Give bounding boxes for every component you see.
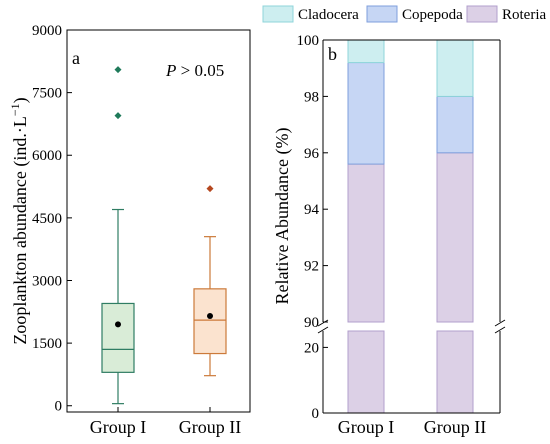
panel-a-plot-frame: [66, 29, 251, 413]
mean-marker: [115, 321, 121, 328]
p-value-annotation: P > 0.05: [165, 61, 224, 80]
panel-b-x-axis: Group I Group II: [338, 417, 486, 437]
axis-break-mark: [317, 326, 329, 334]
x-tick-label: Group I: [90, 417, 147, 437]
y-tick-label: 9000: [32, 23, 62, 39]
outlier-point: [114, 66, 122, 74]
x-tick-label: Group II: [424, 417, 486, 437]
y-tick-label: 100: [297, 33, 320, 49]
legend-swatch: [262, 5, 294, 23]
y-tick-label: 94: [304, 202, 320, 218]
bar-segment: [436, 39, 474, 97]
legend-label: Roteria: [502, 7, 546, 23]
panel-b-y-axis-title: Relative Abundance (%): [272, 128, 293, 305]
y-title-superscript: −1: [8, 103, 22, 116]
outlier-point: [114, 112, 122, 120]
y-title-main: Zooplankton abundance (ind.·L: [10, 116, 31, 344]
y-tick-label: 98: [304, 89, 319, 105]
y-tick-label: 90: [304, 315, 319, 331]
outlier-point: [206, 185, 214, 193]
x-tick-label: Group II: [179, 417, 241, 437]
bar-segment: [436, 330, 474, 414]
legend-swatch: [366, 5, 398, 23]
p-comparison: > 0.05: [176, 61, 224, 80]
axis-break-mark: [317, 319, 329, 327]
y-tick-label: 1500: [32, 336, 62, 352]
y-tick-label: 20: [304, 340, 319, 356]
y-tick-label: 92: [304, 259, 319, 275]
panel-b-legend: Cladocera Copepoda Roteria: [262, 5, 546, 23]
panel-a-boxes: [101, 66, 227, 405]
panel-a-x-axis: Group I Group II: [90, 407, 241, 437]
bar-segment: [347, 163, 385, 323]
mean-marker: [207, 312, 213, 319]
axis-break-mark: [494, 319, 506, 327]
box-iqr: [101, 302, 135, 373]
y-tick-label: 0: [55, 399, 63, 415]
box-iqr: [193, 288, 227, 355]
y-tick-label: 4500: [32, 211, 62, 227]
panel-a-y-axis: 0 1500 3000 4500 6000 7500 9000: [32, 23, 72, 415]
bar-segment: [347, 330, 385, 414]
panel-a-label: a: [72, 48, 80, 68]
legend-swatch: [466, 5, 498, 23]
panel-b-bars: [347, 39, 474, 414]
legend-label: Cladocera: [298, 7, 359, 23]
bar-segment: [436, 152, 474, 323]
panel-a-y-axis-title: Zooplankton abundance (ind.·L−1): [8, 97, 31, 344]
x-tick-label: Group I: [338, 417, 395, 437]
y-title-end: ): [10, 97, 31, 103]
bar-segment: [347, 39, 385, 64]
y-tick-label: 0: [312, 406, 320, 422]
axis-break-mark: [494, 326, 506, 334]
bar-segment: [436, 95, 474, 154]
panel-b-label: b: [328, 44, 337, 64]
p-symbol: P: [165, 61, 176, 80]
bar-segment: [347, 62, 385, 165]
y-tick-label: 96: [304, 146, 320, 162]
y-tick-label: 3000: [32, 273, 62, 289]
panel-b-axes: 90 92 94 96 98 100 0 20: [297, 33, 506, 422]
y-tick-label: 7500: [32, 86, 62, 102]
panel-b-stacked-bars: 90 92 94 96 98 100 0 20 Group I Group II b Relat…: [272, 33, 506, 437]
y-tick-label: 6000: [32, 148, 62, 164]
legend-label: Copepoda: [402, 7, 463, 23]
